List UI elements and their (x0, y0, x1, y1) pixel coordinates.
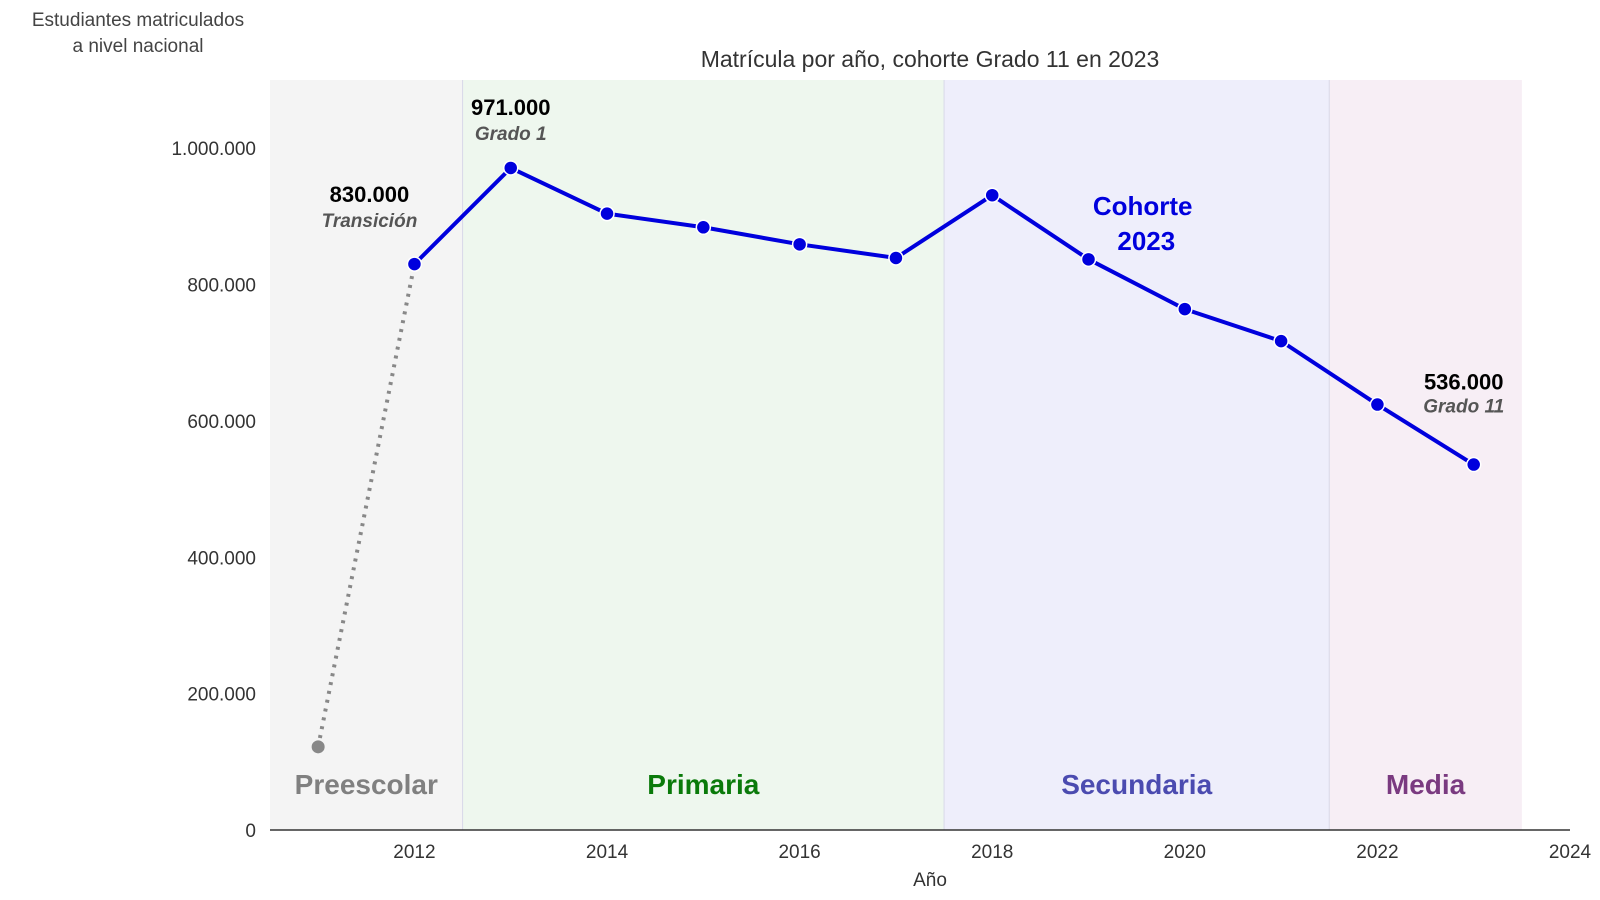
x-tick-label: 2012 (393, 842, 435, 863)
y-tick-label: 400.000 (187, 548, 256, 569)
x-tick-label: 2024 (1549, 842, 1592, 863)
chart-title: Matrícula por año, cohorte Grado 11 en 2… (701, 46, 1160, 72)
cohort-label-line-1: Cohorte (1093, 191, 1193, 221)
stage-label: Primaria (647, 769, 759, 800)
data-point (1369, 396, 1386, 413)
y-tick-label: 1.000.000 (171, 139, 256, 160)
data-series (311, 160, 1482, 754)
stage-label: Secundaria (1061, 769, 1212, 800)
y-axis-label-line-2: a nivel nacional (72, 36, 204, 57)
stage-band (462, 80, 945, 830)
dotted-line (316, 263, 417, 748)
data-point (599, 205, 615, 222)
y-tick-label: 200.000 (187, 685, 256, 706)
data-point (888, 250, 904, 266)
annotation-value: 830.000 (330, 182, 410, 207)
y-tick-label: 0 (245, 821, 256, 842)
y-tick-label: 600.000 (187, 412, 256, 433)
stage-band (270, 80, 463, 830)
stage-labels: Preescolar Primaria Secundaria Media (295, 769, 1466, 800)
data-point (1465, 456, 1482, 473)
stage-label: Preescolar (295, 769, 438, 800)
data-point (1080, 251, 1097, 268)
cohort-label: Cohorte 2023 (1093, 191, 1200, 256)
x-tick-label: 2022 (1356, 842, 1398, 863)
stage-bands (270, 80, 1522, 830)
y-axis-label: Estudiantes matriculados a nivel naciona… (8, 8, 268, 60)
data-point (1177, 301, 1193, 317)
annotation-sublabel: Transición (322, 211, 418, 232)
data-point (502, 160, 519, 176)
x-axis-label: Año (913, 870, 947, 891)
cohort-label-line-2: 2023 (1117, 226, 1175, 256)
x-tick-label: 2018 (971, 842, 1013, 863)
stage-label: Media (1386, 769, 1466, 800)
data-point (791, 236, 808, 253)
x-axis: 2012 2014 2016 2018 2020 2022 2024 (270, 829, 1592, 863)
y-tick-label: 800.000 (187, 276, 256, 297)
data-point (1273, 333, 1289, 349)
stage-band (1329, 80, 1522, 830)
annotation-sublabel: Grado 1 (475, 124, 547, 145)
series-line (413, 165, 1475, 467)
annotation-value: 536.000 (1424, 370, 1504, 395)
x-tick-label: 2014 (586, 842, 629, 863)
x-tick-label: 2016 (778, 842, 820, 863)
x-tick-label: 2020 (1164, 842, 1206, 863)
y-axis-ticks: 0 200.000 400.000 600.000 800.000 1.000.000 (171, 139, 256, 842)
y-axis-label-line-1: Estudiantes matriculados (31, 10, 245, 31)
data-point (984, 187, 1000, 203)
data-point (406, 256, 423, 272)
annotation-value: 971.000 (471, 95, 551, 120)
data-point (311, 740, 325, 754)
annotation-sublabel: Grado 11 (1423, 397, 1504, 418)
annotations: 830.000 Transición 971.000 Grado 1 536.000Gr… (322, 95, 1505, 418)
data-point (695, 219, 712, 236)
